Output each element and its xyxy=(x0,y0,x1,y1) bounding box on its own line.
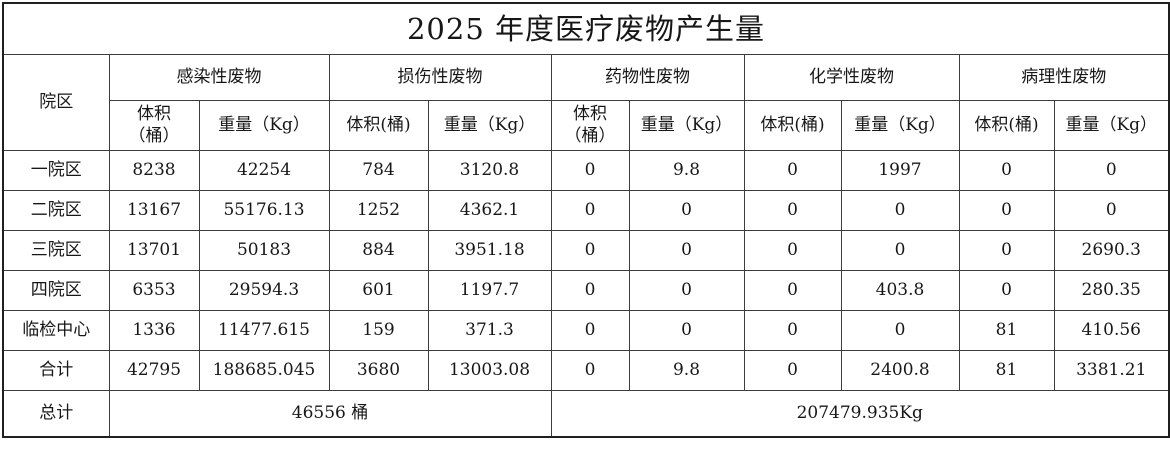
table-cell: 29594.3 xyxy=(198,270,330,311)
row-label: 四院区 xyxy=(2,270,110,311)
table-cell: 0 xyxy=(743,350,842,391)
subheader-pharmaceutical-weight: 重量（Kg） xyxy=(628,100,745,151)
table-cell: 2400.8 xyxy=(840,350,960,391)
table-cell: 0 xyxy=(628,190,745,231)
header-group-row: 院区 感染性废物 损伤性废物 药物性废物 化学性废物 病理性废物 xyxy=(2,54,1170,151)
row-label: 二院区 xyxy=(2,190,110,231)
table-cell: 13701 xyxy=(108,230,200,271)
table-cell: 0 xyxy=(840,190,960,231)
table-cell: 784 xyxy=(328,150,429,191)
table-cell: 0 xyxy=(958,190,1055,231)
table-cell: 3951.18 xyxy=(427,230,552,271)
group-header-sharps: 损伤性废物 xyxy=(328,54,552,101)
table-cell: 0 xyxy=(550,350,630,391)
table-cell: 6353 xyxy=(108,270,200,311)
table-cell: 2690.3 xyxy=(1053,230,1170,271)
table-cell: 410.56 xyxy=(1053,310,1170,351)
subheader-pharmaceutical-volume: 体积 （桶） xyxy=(550,100,630,151)
table-cell: 0 xyxy=(550,150,630,191)
table-cell: 371.3 xyxy=(427,310,552,351)
table-cell: 1997 xyxy=(840,150,960,191)
subheader-chemical-volume: 体积(桶) xyxy=(743,100,842,151)
table-cell: 601 xyxy=(328,270,429,311)
table-cell: 0 xyxy=(550,230,630,271)
table-row-campus-1: 一院区 8238 42254 784 3120.8 0 9.8 0 1997 0… xyxy=(2,150,1170,191)
table-cell: 0 xyxy=(743,270,842,311)
title-row: 2025 年度医疗废物产生量 xyxy=(2,2,1170,55)
table-cell: 884 xyxy=(328,230,429,271)
table-cell: 13003.08 xyxy=(427,350,552,391)
corner-header-campus: 院区 xyxy=(2,54,110,151)
table-cell: 0 xyxy=(840,310,960,351)
table-cell: 11477.615 xyxy=(198,310,330,351)
subheader-sharps-volume: 体积(桶) xyxy=(328,100,429,151)
subheader-chemical-weight: 重量（Kg） xyxy=(840,100,960,151)
grand-total-label: 总计 xyxy=(2,390,110,437)
table-cell: 0 xyxy=(550,270,630,311)
table-cell: 1336 xyxy=(108,310,200,351)
table-cell: 13167 xyxy=(108,190,200,231)
subheader-pathological-weight: 重量（Kg） xyxy=(1053,100,1170,151)
group-header-chemical: 化学性废物 xyxy=(743,54,960,101)
table-cell: 0 xyxy=(628,230,745,271)
table-cell: 0 xyxy=(550,310,630,351)
page-title: 2025 年度医疗废物产生量 xyxy=(2,2,1170,55)
table-cell: 0 xyxy=(840,230,960,271)
table-cell: 403.8 xyxy=(840,270,960,311)
table-cell: 280.35 xyxy=(1053,270,1170,311)
table-row-grand-total: 总计 46556 桶 207479.935Kg xyxy=(2,390,1170,437)
table-cell: 8238 xyxy=(108,150,200,191)
table-cell: 0 xyxy=(958,150,1055,191)
table-row-lab-center: 临检中心 1336 11477.615 159 371.3 0 0 0 0 81… xyxy=(2,310,1170,351)
table-cell: 3120.8 xyxy=(427,150,552,191)
row-label: 一院区 xyxy=(2,150,110,191)
group-header-infectious: 感染性废物 xyxy=(108,54,330,101)
table-cell: 0 xyxy=(628,310,745,351)
table-row-campus-3: 三院区 13701 50183 884 3951.18 0 0 0 0 0 26… xyxy=(2,230,1170,271)
header-sub-row: 体积 （桶） 重量（Kg） 体积(桶) 重量（Kg） 体积 （桶） 重量（Kg）… xyxy=(3,100,1170,151)
table-cell: 0 xyxy=(743,150,842,191)
subheader-infectious-weight: 重量（Kg） xyxy=(198,100,330,151)
table-cell: 1197.7 xyxy=(427,270,552,311)
table-cell: 3381.21 xyxy=(1053,350,1170,391)
table-cell: 0 xyxy=(628,270,745,311)
table-row-subtotal: 合计 42795 188685.045 3680 13003.08 0 9.8 … xyxy=(2,350,1170,391)
medical-waste-table: 2025 年度医疗废物产生量 院区 感染性废物 损伤性废物 药物性废物 化学性废… xyxy=(2,2,1170,438)
table-cell: 4362.1 xyxy=(427,190,552,231)
row-label: 三院区 xyxy=(2,230,110,271)
subheader-pathological-volume: 体积(桶) xyxy=(958,100,1055,151)
table-cell: 9.8 xyxy=(628,350,745,391)
table-cell: 0 xyxy=(1053,190,1170,231)
table-cell: 188685.045 xyxy=(198,350,330,391)
subheader-sharps-weight: 重量（Kg） xyxy=(427,100,552,151)
row-label: 临检中心 xyxy=(2,310,110,351)
subheader-infectious-volume: 体积 （桶） xyxy=(108,100,200,151)
table-row-campus-2: 二院区 13167 55176.13 1252 4362.1 0 0 0 0 0… xyxy=(2,190,1170,231)
table-cell: 0 xyxy=(743,190,842,231)
table-cell: 0 xyxy=(1053,150,1170,191)
table-cell: 159 xyxy=(328,310,429,351)
table-cell: 81 xyxy=(958,310,1055,351)
grand-total-barrels: 46556 桶 xyxy=(108,390,552,437)
table-cell: 1252 xyxy=(328,190,429,231)
grand-total-weight: 207479.935Kg xyxy=(550,390,1170,437)
table-cell: 9.8 xyxy=(628,150,745,191)
row-label: 合计 xyxy=(2,350,110,391)
table-cell: 3680 xyxy=(328,350,429,391)
table-cell: 55176.13 xyxy=(198,190,330,231)
table-cell: 50183 xyxy=(198,230,330,271)
table-cell: 81 xyxy=(958,350,1055,391)
group-header-pathological: 病理性废物 xyxy=(958,54,1170,101)
group-header-pharmaceutical: 药物性废物 xyxy=(550,54,745,101)
table-row-campus-4: 四院区 6353 29594.3 601 1197.7 0 0 0 403.8 … xyxy=(2,270,1170,311)
table-cell: 0 xyxy=(958,270,1055,311)
table-cell: 42795 xyxy=(108,350,200,391)
table-cell: 0 xyxy=(958,230,1055,271)
table-cell: 0 xyxy=(743,230,842,271)
table-cell: 0 xyxy=(743,310,842,351)
table-cell: 0 xyxy=(550,190,630,231)
table-cell: 42254 xyxy=(198,150,330,191)
